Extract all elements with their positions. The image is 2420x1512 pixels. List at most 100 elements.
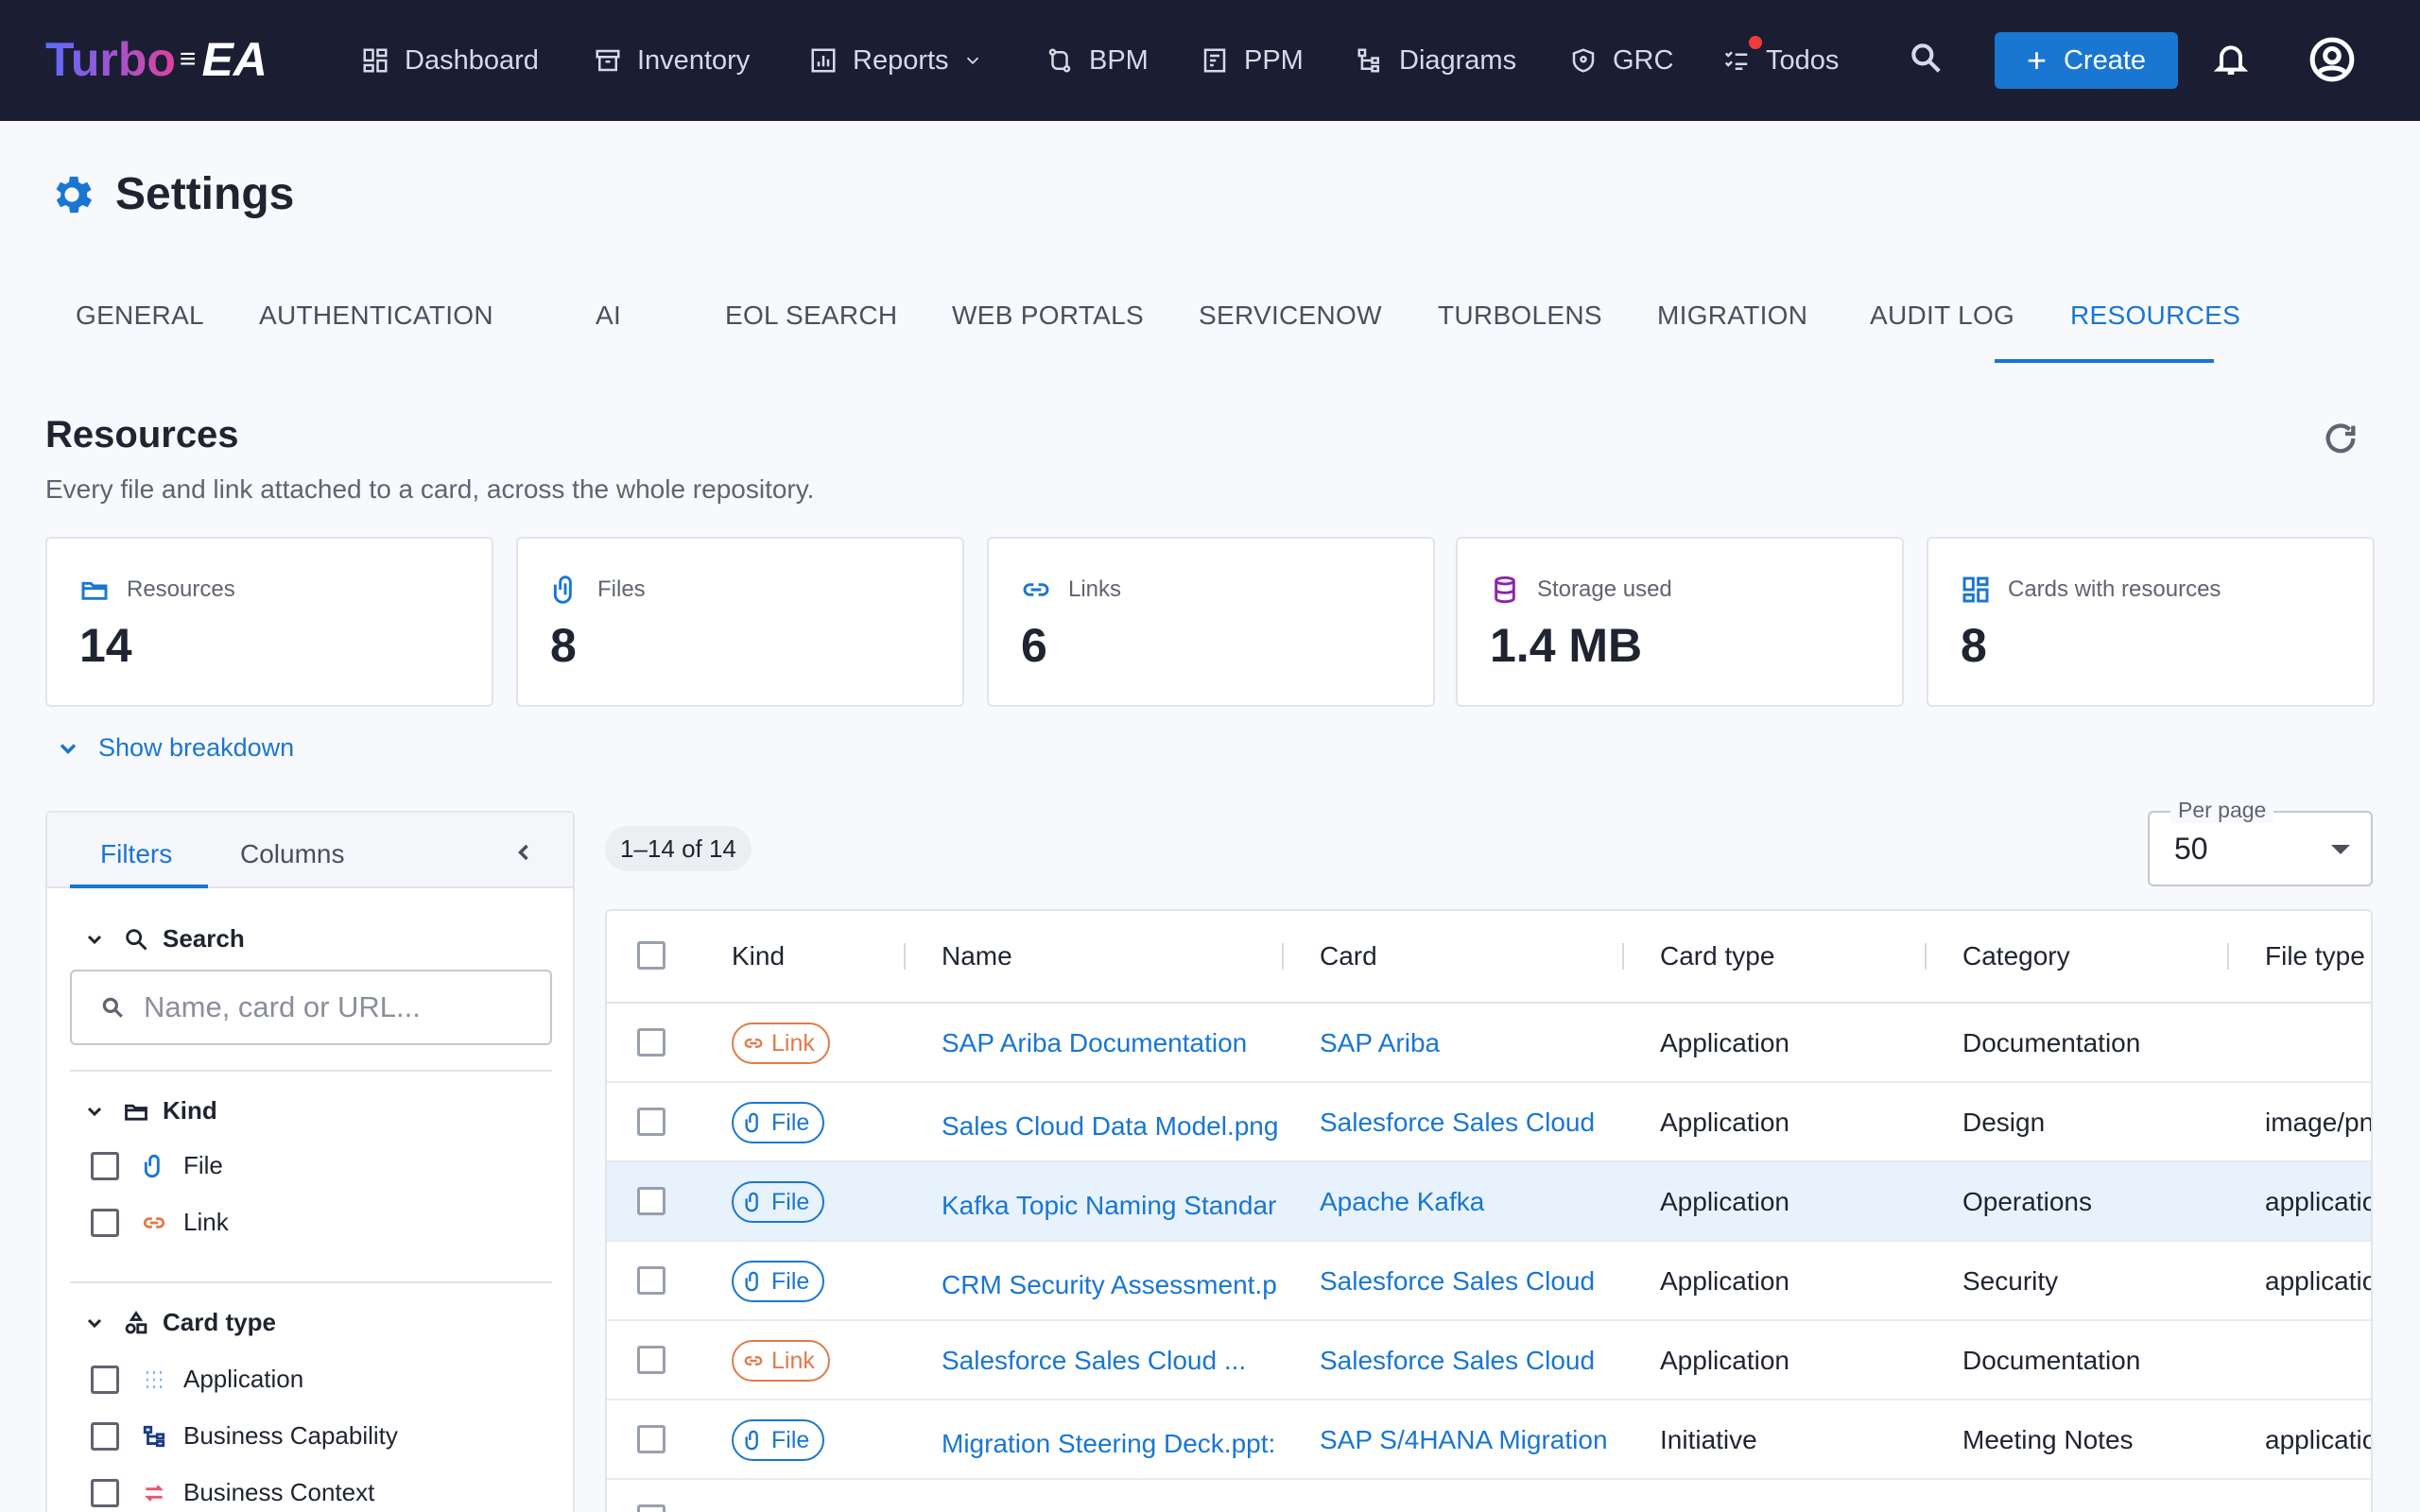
card-type-cell: Application [1660, 1108, 1789, 1137]
checkbox[interactable] [91, 1365, 119, 1394]
refresh-button[interactable] [2322, 420, 2360, 457]
tab-migration[interactable]: MIGRATION [1657, 301, 1808, 330]
tab-audit-log[interactable]: AUDIT LOG [1870, 301, 2015, 330]
filter-kind-link[interactable]: Link [91, 1208, 229, 1237]
chevron-down-icon [87, 1107, 102, 1116]
nav-ppm[interactable]: PPM [1201, 40, 1304, 81]
column-header-card-type[interactable]: Card type [1660, 941, 1775, 971]
search-icon [102, 997, 123, 1018]
card-link[interactable]: SAP S/4HANA Migration [1320, 1425, 1608, 1454]
filter-search-field[interactable] [70, 970, 552, 1045]
resource-name-link[interactable]: Salesforce Sales Cloud ... [942, 1346, 1247, 1375]
table-row[interactable]: File Kafka Topic Naming Standar Apache K… [607, 1162, 2371, 1242]
resource-name-link[interactable]: CRM Security Assessment.p [942, 1270, 1277, 1299]
column-separator[interactable] [1282, 943, 1284, 970]
table-row[interactable]: Link SAP Ariba Documentation SAP Ariba A… [607, 1004, 2371, 1083]
per-page-select[interactable]: Per page 50 [2148, 798, 2373, 886]
table-row[interactable]: File CRM Security Assessment.p Salesforc… [607, 1242, 2371, 1321]
column-separator[interactable] [1925, 943, 1927, 970]
account-button[interactable] [2308, 36, 2356, 83]
paperclip-icon [553, 576, 572, 604]
select-all-checkbox[interactable] [637, 941, 666, 970]
resource-name-link[interactable]: Sales Cloud Data Model.png [942, 1111, 1279, 1141]
filter-cardtype-business-capability[interactable]: Business Capability [91, 1421, 398, 1451]
filter-cardtype-application[interactable]: Application [91, 1365, 303, 1394]
table-row[interactable]: File Sales Cloud Data Model.png Salesfor… [607, 1083, 2371, 1162]
row-checkbox[interactable] [637, 1425, 666, 1453]
checkbox[interactable] [91, 1151, 119, 1180]
table-row[interactable]: Link Salesforce Sales Cloud ... Salesfor… [607, 1321, 2371, 1400]
nav-inventory[interactable]: Inventory [594, 40, 750, 81]
tab-columns[interactable]: Columns [240, 839, 345, 868]
nav-dashboard[interactable]: Dashboard [361, 40, 539, 81]
checkbox[interactable] [91, 1421, 119, 1451]
resource-name-link[interactable]: Migration Steering Deck.ppt: [942, 1429, 1276, 1458]
checkbox[interactable] [91, 1208, 119, 1237]
tab-ai[interactable]: AI [596, 301, 622, 330]
notifications-button[interactable] [2212, 38, 2250, 79]
shapes-icon [125, 1310, 147, 1333]
row-checkbox[interactable] [637, 1504, 666, 1512]
filter-section-search[interactable]: Search [83, 924, 245, 954]
checkbox[interactable] [91, 1478, 119, 1507]
card-link[interactable]: Salesforce Sales Cloud [1320, 1108, 1596, 1137]
tab-eol-search[interactable]: EOL SEARCH [725, 301, 898, 330]
plus-icon: + [2026, 41, 2047, 79]
nav-grc[interactable]: GRC [1569, 40, 1673, 81]
ppm-icon [1203, 48, 1226, 73]
row-checkbox[interactable] [637, 1028, 666, 1057]
chevron-down-icon [87, 1318, 102, 1328]
tab-servicenow[interactable]: SERVICENOW [1199, 301, 1382, 330]
tab-resources[interactable]: RESOURCES [2070, 301, 2241, 330]
column-separator[interactable] [904, 943, 906, 970]
resource-name-link[interactable]: SAP Ariba Documentation [942, 1028, 1248, 1057]
top-navigation-bar: Turbo ≡ EA Dashboard Inventory Reports B… [0, 0, 2420, 121]
dropdown-arrow-icon [2331, 845, 2350, 854]
stat-card-links: Links 6 [987, 537, 1435, 707]
app-logo[interactable]: Turbo ≡ EA [45, 33, 268, 86]
column-header-file-type[interactable]: File type [2265, 941, 2365, 971]
filter-section-card-type[interactable]: Card type [83, 1308, 276, 1337]
nav-bpm[interactable]: BPM [1046, 40, 1149, 81]
nav-diagrams[interactable]: Diagrams [1356, 40, 1516, 81]
column-header-card[interactable]: Card [1320, 941, 1377, 971]
global-search-button[interactable] [1908, 40, 1945, 77]
column-separator[interactable] [2227, 943, 2229, 970]
column-header-kind[interactable]: Kind [732, 941, 786, 971]
row-checkbox[interactable] [637, 1187, 666, 1215]
filter-section-kind[interactable]: Kind [83, 1096, 217, 1125]
card-link[interactable]: Salesforce Sales Cloud [1320, 1346, 1596, 1375]
card-link[interactable]: Salesforce Sales Cloud [1320, 1266, 1596, 1296]
tab-filters[interactable]: Filters [100, 839, 173, 868]
tab-authentication[interactable]: AUTHENTICATION [259, 301, 493, 330]
row-checkbox[interactable] [637, 1108, 666, 1136]
row-checkbox[interactable] [637, 1346, 666, 1374]
category-cell: Documentation [1962, 1346, 2141, 1375]
file-type-cell: image/pn [2265, 1108, 2373, 1137]
column-header-name[interactable]: Name [942, 941, 1012, 971]
card-type-cell: Initiative [1660, 1425, 1757, 1454]
column-header-category[interactable]: Category [1962, 941, 2070, 971]
kind-chip-link: Link [732, 1022, 830, 1064]
card-link[interactable]: Apache Kafka [1320, 1187, 1485, 1216]
create-button[interactable]: + Create [1995, 32, 2178, 89]
table-row[interactable] [607, 1480, 2371, 1512]
resource-name-link[interactable]: Kafka Topic Naming Standar [942, 1191, 1277, 1220]
filter-kind-file[interactable]: File [91, 1151, 223, 1180]
swap-arrows-icon [145, 1484, 164, 1502]
tab-general[interactable]: GENERAL [76, 301, 204, 330]
column-separator[interactable] [1622, 943, 1624, 970]
filter-cardtype-business-context[interactable]: Business Context [91, 1478, 374, 1507]
todos-icon [1724, 51, 1748, 70]
tab-turbolens[interactable]: TURBOLENS [1438, 301, 1602, 330]
nav-todos[interactable]: Todos [1722, 36, 1839, 81]
show-breakdown-toggle[interactable]: Show breakdown [55, 733, 294, 763]
grc-icon [1572, 48, 1595, 73]
filter-search-input[interactable] [144, 990, 522, 1024]
row-checkbox[interactable] [637, 1266, 666, 1295]
table-row[interactable]: File Migration Steering Deck.ppt: SAP S/… [607, 1400, 2371, 1480]
nav-reports[interactable]: Reports [809, 40, 983, 81]
collapse-panel-button[interactable] [510, 839, 537, 866]
card-link[interactable]: SAP Ariba [1320, 1028, 1441, 1057]
tab-web-portals[interactable]: WEB PORTALS [952, 301, 1144, 330]
